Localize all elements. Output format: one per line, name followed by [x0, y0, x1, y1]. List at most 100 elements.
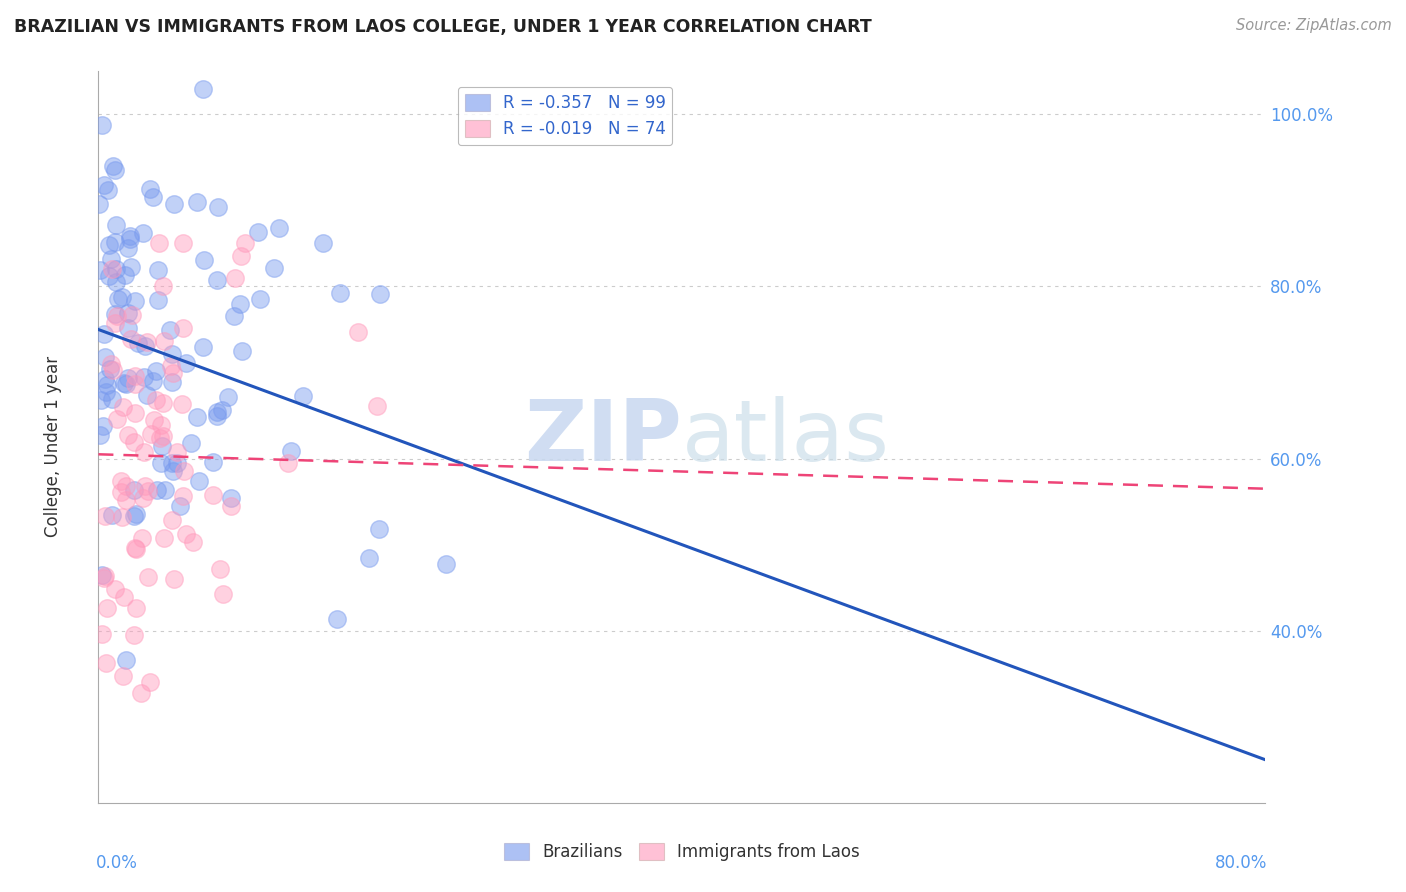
Point: [105, 262, 128, 277]
Point: [207, 200, 229, 214]
Point: [202, 488, 225, 502]
Point: [366, 400, 388, 414]
Point: [89, 427, 111, 442]
Point: [187, 475, 209, 489]
Point: [93, 570, 115, 584]
Point: [135, 335, 157, 350]
Point: [153, 531, 176, 545]
Point: [205, 409, 228, 424]
Point: [326, 612, 349, 626]
Point: [131, 686, 153, 700]
Point: [103, 163, 125, 178]
Point: [166, 444, 188, 458]
Point: [122, 434, 145, 449]
Point: [186, 194, 208, 209]
Point: [117, 370, 139, 384]
Point: [186, 410, 208, 425]
Point: [329, 285, 352, 300]
Point: [111, 669, 134, 683]
Point: [312, 236, 335, 251]
Point: [111, 290, 134, 304]
Point: [224, 271, 246, 285]
Point: [104, 235, 127, 250]
Point: [117, 241, 139, 255]
Point: [104, 218, 127, 232]
Text: BRAZILIAN VS IMMIGRANTS FROM LAOS COLLEGE, UNDER 1 YEAR CORRELATION CHART: BRAZILIAN VS IMMIGRANTS FROM LAOS COLLEG…: [14, 18, 872, 36]
Point: [269, 221, 291, 235]
Point: [149, 417, 172, 432]
Point: [136, 570, 159, 584]
Point: [117, 428, 139, 442]
Point: [367, 523, 389, 537]
Point: [163, 572, 186, 586]
Point: [96, 377, 118, 392]
Point: [217, 390, 239, 404]
Point: [181, 534, 204, 549]
Point: [132, 226, 155, 240]
Point: [111, 509, 134, 524]
Point: [160, 512, 183, 526]
Legend: Brazilians, Immigrants from Laos: Brazilians, Immigrants from Laos: [496, 836, 868, 868]
Point: [97, 183, 120, 197]
Point: [101, 362, 124, 376]
Point: [172, 236, 194, 251]
Point: [124, 406, 146, 420]
Point: [180, 436, 202, 450]
Point: [124, 294, 146, 309]
Point: [100, 357, 122, 371]
Point: [166, 456, 188, 470]
Point: [101, 392, 124, 406]
Point: [125, 508, 148, 522]
Point: [107, 292, 129, 306]
Text: ZIP: ZIP: [524, 395, 682, 479]
Point: [110, 474, 132, 488]
Point: [357, 551, 380, 566]
Point: [131, 531, 153, 545]
Text: College, Under 1 year: College, Under 1 year: [45, 355, 62, 537]
Point: [162, 464, 184, 478]
Point: [94, 508, 117, 523]
Point: [153, 334, 176, 348]
Point: [93, 371, 115, 385]
Point: [163, 197, 186, 211]
Point: [91, 419, 114, 434]
Point: [146, 263, 169, 277]
Point: [148, 236, 170, 251]
Point: [219, 499, 242, 513]
Point: [170, 397, 193, 411]
Point: [105, 309, 128, 323]
Point: [127, 335, 149, 350]
Point: [172, 489, 194, 503]
Point: [246, 225, 269, 239]
Point: [120, 332, 142, 346]
Point: [138, 182, 160, 196]
Point: [115, 479, 138, 493]
Point: [263, 260, 285, 275]
Point: [112, 401, 135, 415]
Point: [96, 656, 118, 670]
Point: [146, 483, 169, 497]
Point: [134, 339, 156, 353]
Point: [124, 376, 146, 391]
Point: [114, 268, 136, 282]
Point: [160, 376, 183, 390]
Point: [118, 228, 141, 243]
Point: [152, 429, 174, 443]
Point: [91, 567, 114, 582]
Point: [110, 485, 132, 500]
Point: [105, 412, 128, 426]
Point: [159, 323, 181, 337]
Text: 80.0%: 80.0%: [1215, 854, 1268, 872]
Point: [97, 268, 120, 283]
Point: [211, 402, 233, 417]
Point: [231, 344, 253, 359]
Point: [291, 389, 314, 403]
Point: [94, 384, 117, 399]
Point: [153, 483, 176, 497]
Point: [115, 652, 138, 666]
Point: [122, 483, 145, 497]
Point: [145, 393, 167, 408]
Point: [124, 541, 146, 556]
Point: [93, 350, 115, 364]
Point: [89, 262, 111, 277]
